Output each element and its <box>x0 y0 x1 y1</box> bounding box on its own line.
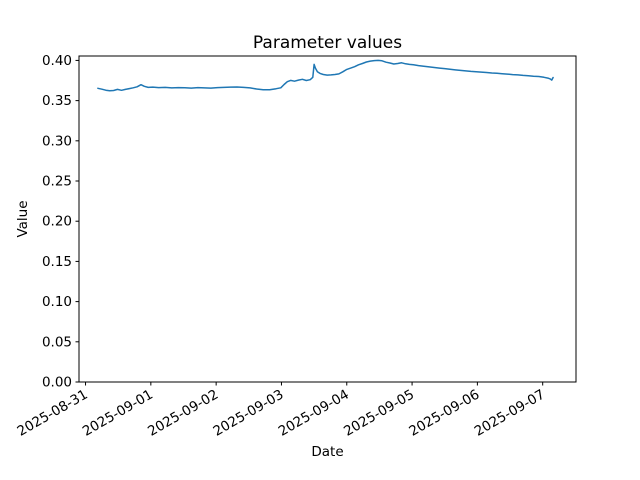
y-tick-label: 0.10 <box>42 294 72 310</box>
plot-area-border <box>78 55 577 383</box>
y-tick-label: 0.00 <box>42 375 72 391</box>
x-tick-label: 2025-09-04 <box>276 387 352 440</box>
x-axis-label: Date <box>311 444 344 460</box>
y-tick-label: 0.25 <box>42 174 72 190</box>
x-tick-label: 2025-09-07 <box>472 387 548 440</box>
y-tick-label: 0.05 <box>42 334 72 350</box>
y-tick-label: 0.40 <box>42 53 72 69</box>
x-tick-label: 2025-09-06 <box>406 387 482 440</box>
y-tick-label: 0.35 <box>42 93 72 109</box>
x-tick-label: 2025-08-31 <box>15 387 91 440</box>
x-tick-label: 2025-09-01 <box>80 387 156 440</box>
data-series-line <box>97 59 554 92</box>
y-tick-label: 0.30 <box>42 133 72 149</box>
x-tick-label: 2025-09-03 <box>211 387 287 440</box>
x-tick-label: 2025-09-02 <box>145 387 221 440</box>
x-tick-label: 2025-09-05 <box>341 387 417 440</box>
y-tick-label: 0.20 <box>42 214 72 230</box>
y-axis-label: Value <box>15 200 31 238</box>
chart-title: Parameter values <box>252 33 403 53</box>
y-tick-label: 0.15 <box>42 254 72 270</box>
